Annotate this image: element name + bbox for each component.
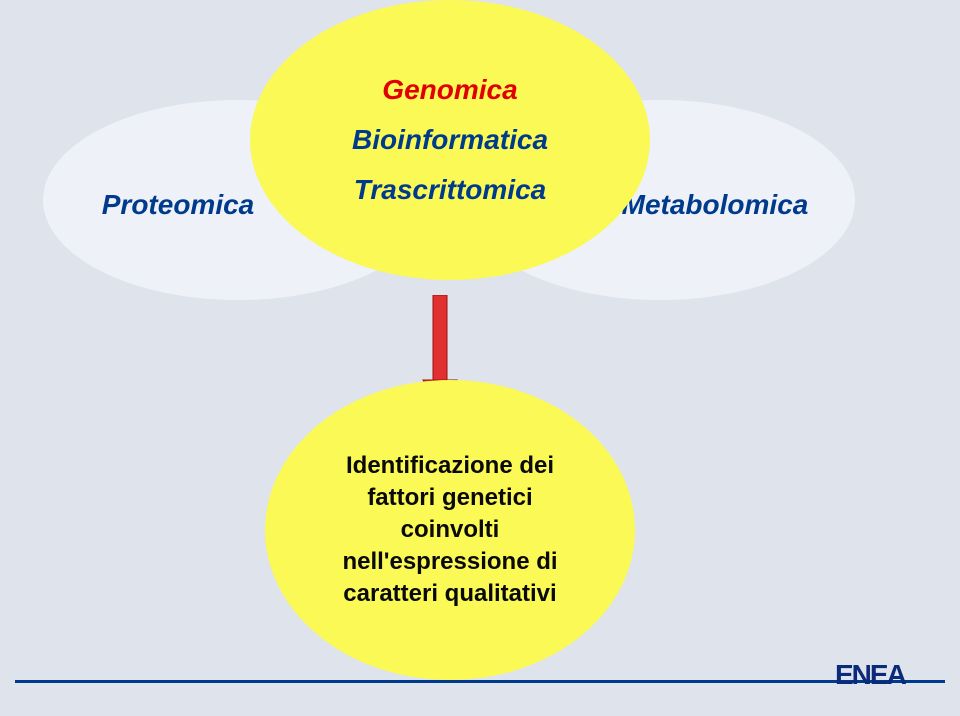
bottom-line-2: coinvolti [401, 514, 500, 546]
bottom-lines: Identificazione dei fattori genetici coi… [342, 450, 557, 610]
logo-enea: ENEA [835, 652, 945, 705]
label-genomica: Genomica [382, 65, 517, 115]
label-proteomica: Proteomica [102, 189, 255, 221]
bottom-line-1: fattori genetici [367, 482, 532, 514]
footer-line [15, 680, 945, 683]
center-top-lines: Genomica Bioinformatica Trascrittomica [352, 65, 548, 215]
label-bioinformatica: Bioinformatica [352, 115, 548, 165]
label-trascrittomica: Trascrittomica [354, 165, 546, 215]
bottom-line-3: nell'espressione di [342, 546, 557, 578]
svg-text:ENEA: ENEA [835, 659, 907, 690]
bottom-line-0: Identificazione dei [346, 450, 554, 482]
ellipse-center-top: Genomica Bioinformatica Trascrittomica [250, 0, 650, 280]
bottom-line-4: caratteri qualitativi [343, 578, 556, 610]
label-metabolomica: Metabolomica [622, 189, 809, 221]
ellipse-bottom: Identificazione dei fattori genetici coi… [265, 380, 635, 680]
